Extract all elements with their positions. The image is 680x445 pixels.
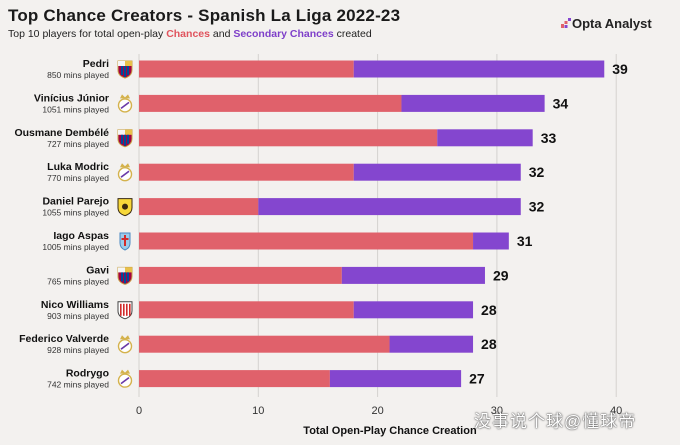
player-minutes: 1005 mins played <box>42 242 109 252</box>
player-name: Nico Williams <box>41 299 109 311</box>
bar-chances <box>139 335 390 353</box>
villarreal-crest-icon <box>117 198 133 217</box>
celta-crest-icon <box>119 232 131 251</box>
bar-total-label: 39 <box>612 61 628 77</box>
barcelona-crest-icon <box>117 60 133 79</box>
x-tick-label: 30 <box>491 405 503 417</box>
player-name: Ousmane Dembélé <box>14 127 109 139</box>
bar-total-label: 29 <box>493 267 509 283</box>
subtitle-suffix: created <box>333 28 372 40</box>
subtitle-prefix: Top 10 players for total open-play <box>8 28 167 40</box>
bar-secondary-chances <box>437 129 533 147</box>
player-minutes: 928 mins played <box>47 345 109 355</box>
player-name: Gavi <box>86 264 109 276</box>
player-name: Daniel Parejo <box>42 196 109 208</box>
barcelona-crest-icon <box>117 129 133 148</box>
player-name: Iago Aspas <box>53 230 109 242</box>
bar-total-label: 32 <box>529 164 545 180</box>
bar-secondary-chances <box>353 301 474 319</box>
bar-chances <box>139 129 438 147</box>
x-tick-label: 0 <box>136 405 142 417</box>
x-tick-label: 20 <box>371 405 383 417</box>
player-name: Federico Valverde <box>19 333 109 345</box>
bar-secondary-chances <box>353 60 605 78</box>
player-name: Luka Modric <box>47 161 109 173</box>
bar-total-label: 28 <box>481 336 497 352</box>
player-name: Vinícius Júnior <box>34 92 109 104</box>
real-madrid-crest-icon <box>117 369 133 388</box>
bar-total-label: 32 <box>529 199 545 215</box>
x-axis-label: Total Open-Play Chance Creation <box>303 425 477 437</box>
player-name: Pedri <box>83 58 109 70</box>
athletic-crest-icon <box>117 301 133 320</box>
bar-total-label: 27 <box>469 371 485 387</box>
player-minutes: 850 mins played <box>47 70 109 80</box>
real-madrid-crest-icon <box>117 335 133 354</box>
brand-name: Opta Analyst <box>572 16 652 31</box>
bar-secondary-chances <box>353 163 521 181</box>
bar-secondary-chances <box>329 370 462 388</box>
player-minutes: 727 mins played <box>47 139 109 149</box>
bar-chances <box>139 94 402 112</box>
player-minutes: 770 mins played <box>47 173 109 183</box>
bar-chances <box>139 301 354 319</box>
bar-chances <box>139 232 474 250</box>
bar-chances <box>139 198 259 216</box>
bar-secondary-chances <box>473 232 509 250</box>
chart-subtitle: Top 10 players for total open-play Chanc… <box>8 28 372 40</box>
bar-secondary-chances <box>389 335 474 353</box>
player-minutes: 765 mins played <box>47 276 109 286</box>
opta-logo-icon <box>561 18 571 28</box>
bar-chances <box>139 60 354 78</box>
watermark: 没事说个球@懂球帝 <box>474 412 637 431</box>
bar-total-label: 28 <box>481 302 497 318</box>
bar-chances <box>139 266 342 284</box>
chart-title: Top Chance Creators - Spanish La Liga 20… <box>8 6 401 25</box>
bar-chances <box>139 163 354 181</box>
x-tick-label: 40 <box>610 405 622 417</box>
real-madrid-crest-icon <box>117 94 133 113</box>
player-minutes: 1051 mins played <box>42 104 109 114</box>
subtitle-chances: Chances <box>166 28 210 40</box>
x-tick-label: 10 <box>252 405 264 417</box>
barcelona-crest-icon <box>117 266 133 285</box>
bar-total-label: 31 <box>517 233 533 249</box>
bar-total-label: 34 <box>553 95 569 111</box>
bar-secondary-chances <box>258 198 521 216</box>
player-name: Rodrygo <box>66 368 109 380</box>
bar-chances <box>139 370 330 388</box>
player-minutes: 903 mins played <box>47 311 109 321</box>
bar-secondary-chances <box>341 266 485 284</box>
subtitle-secondary: Secondary Chances <box>233 28 334 40</box>
bar-total-label: 33 <box>541 130 557 146</box>
player-minutes: 742 mins played <box>47 380 109 390</box>
subtitle-and: and <box>209 28 234 40</box>
bar-secondary-chances <box>401 94 545 112</box>
player-minutes: 1055 mins played <box>42 208 109 218</box>
real-madrid-crest-icon <box>117 163 133 182</box>
